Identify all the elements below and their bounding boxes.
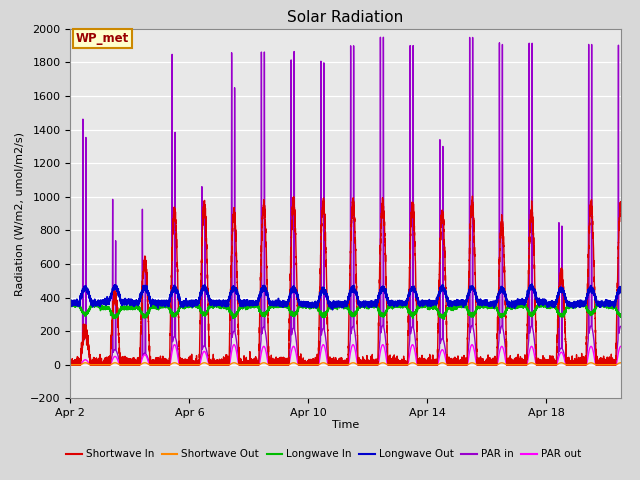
Line: Longwave Out: Longwave Out	[70, 284, 636, 365]
Shortwave In	[266, 362, 274, 368]
PAR in	[266, 362, 274, 368]
Shortwave In	[67, 360, 74, 366]
PAR out	[171, 342, 179, 348]
Line: PAR in: PAR in	[70, 37, 636, 365]
Longwave Out	[632, 362, 639, 368]
Longwave Out	[218, 300, 226, 306]
Shortwave In	[421, 362, 429, 368]
Y-axis label: Radiation (W/m2, umol/m2/s): Radiation (W/m2, umol/m2/s)	[15, 132, 24, 296]
Longwave In	[266, 302, 274, 308]
X-axis label: Time: Time	[332, 420, 359, 430]
Shortwave Out	[330, 362, 338, 368]
Longwave Out	[421, 300, 429, 305]
Longwave In	[483, 299, 490, 304]
Line: Shortwave In: Shortwave In	[70, 196, 636, 365]
Shortwave In	[218, 362, 226, 368]
PAR out	[218, 362, 226, 368]
PAR out	[559, 350, 566, 356]
Shortwave Out	[81, 360, 89, 366]
Longwave In	[421, 303, 429, 309]
Longwave Out	[330, 301, 337, 307]
Longwave Out	[266, 301, 274, 307]
Shortwave In	[468, 193, 476, 199]
Shortwave In	[632, 362, 639, 368]
Shortwave Out	[67, 362, 74, 368]
PAR out	[421, 362, 429, 368]
Shortwave Out	[559, 360, 566, 366]
PAR in	[67, 362, 74, 368]
Longwave Out	[521, 299, 529, 305]
PAR in	[521, 362, 529, 368]
Title: Solar Radiation: Solar Radiation	[287, 10, 404, 25]
Shortwave In	[330, 362, 338, 368]
Longwave In	[521, 303, 529, 309]
Shortwave Out	[632, 362, 639, 368]
Longwave In	[67, 304, 74, 310]
Line: PAR out: PAR out	[70, 345, 636, 365]
Legend: Shortwave In, Shortwave Out, Longwave In, Longwave Out, PAR in, PAR out: Shortwave In, Shortwave Out, Longwave In…	[62, 445, 585, 463]
Longwave In	[559, 312, 566, 318]
Shortwave Out	[421, 362, 429, 368]
Text: WP_met: WP_met	[76, 32, 129, 45]
PAR in	[559, 346, 566, 352]
Shortwave In	[521, 352, 529, 358]
Longwave Out	[559, 288, 566, 293]
PAR in	[380, 35, 387, 40]
Longwave In	[330, 304, 337, 310]
Shortwave Out	[266, 362, 274, 368]
PAR in	[421, 362, 429, 368]
Shortwave In	[67, 362, 74, 368]
PAR out	[521, 362, 529, 368]
Line: Longwave In: Longwave In	[70, 301, 636, 365]
PAR out	[632, 362, 639, 368]
Longwave Out	[67, 299, 74, 305]
Longwave In	[632, 362, 639, 368]
Shortwave In	[559, 277, 566, 283]
PAR in	[218, 362, 226, 368]
Shortwave Out	[521, 362, 529, 368]
PAR out	[330, 362, 338, 368]
Longwave In	[218, 304, 226, 310]
PAR in	[632, 362, 639, 368]
PAR in	[330, 362, 337, 368]
Line: Shortwave Out: Shortwave Out	[70, 363, 636, 365]
PAR out	[67, 362, 74, 368]
Longwave Out	[528, 281, 536, 287]
Shortwave Out	[218, 362, 226, 368]
PAR out	[266, 362, 274, 368]
